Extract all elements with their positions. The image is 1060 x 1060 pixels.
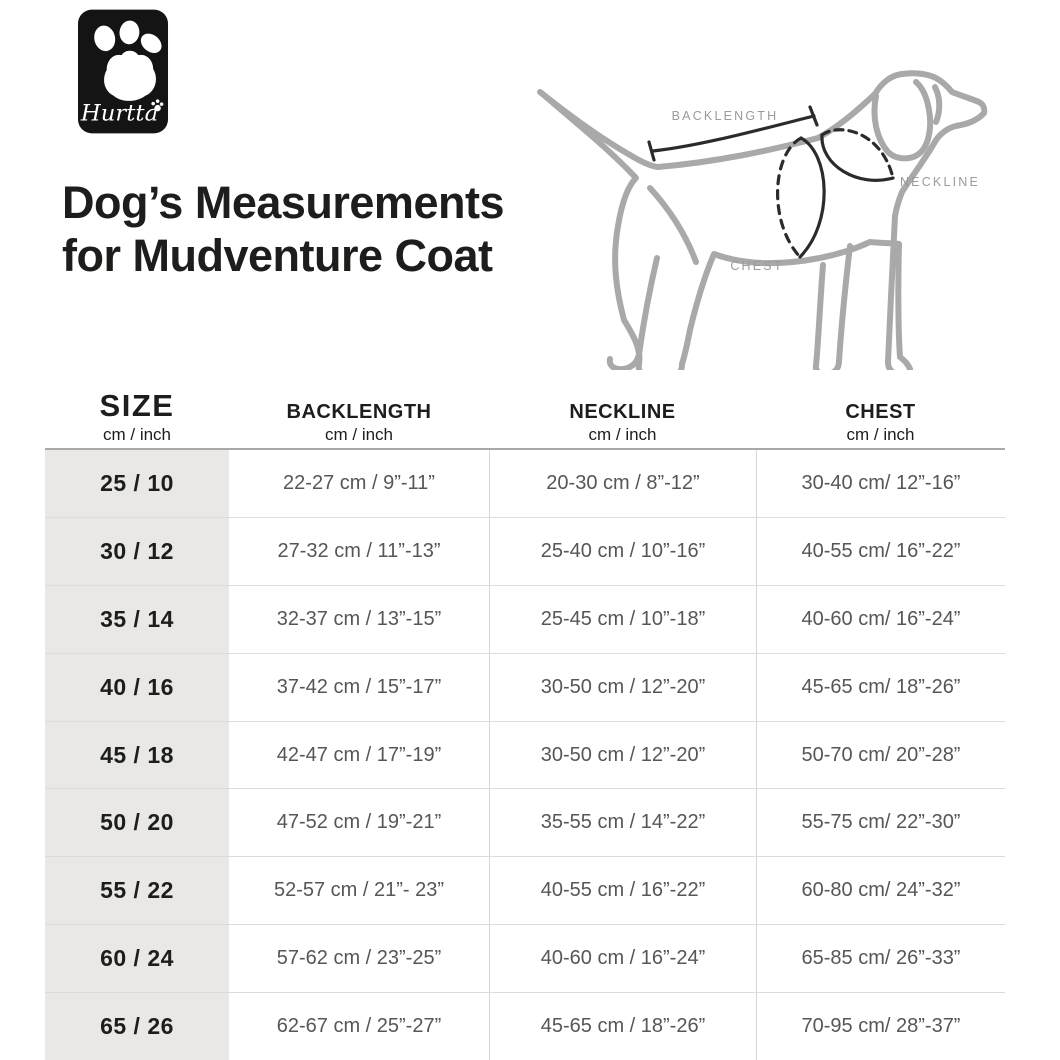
- neckline-cell: 25-45 cm / 10”-18”: [489, 585, 756, 653]
- column-header-chest: CHEST cm / inch: [756, 401, 1005, 455]
- table-row: 65 / 26 62-67 cm / 25”-27” 45-65 cm / 18”-…: [45, 992, 1005, 1060]
- backlength-cell: 27-32 cm / 11”-13”: [277, 539, 441, 562]
- brand-name: Hurtta: [80, 100, 158, 126]
- table-row: 30 / 12 27-32 cm / 11”-13” 25-40 cm / 10”-…: [45, 516, 1005, 585]
- backlength-line: [651, 114, 816, 153]
- backlength-cell: 37-42 cm / 15”-17”: [276, 675, 442, 698]
- page-title: Dog’s Measurements for Mudventure Coat: [62, 176, 504, 282]
- backlength-cell: 62-67 cm / 25”-27”: [276, 1015, 442, 1038]
- chest-line-solid: [798, 136, 826, 259]
- backlength-tick-left: [647, 140, 656, 162]
- size-cell: 40 / 16: [45, 653, 229, 721]
- size-table: SIZE cm / inch BACKLENGTH cm / inch NECK…: [45, 388, 1005, 1060]
- table-header: SIZE cm / inch BACKLENGTH cm / inch NECK…: [45, 388, 1005, 448]
- neckline-line-dashed: [820, 128, 895, 180]
- neckline-cell: 20-30 cm / 8”-12”: [489, 450, 756, 517]
- size-cell: 50 / 20: [45, 789, 229, 857]
- table-row: 45 / 18 42-47 cm / 17”-19” 30-50 cm / 12”-…: [45, 720, 1005, 789]
- backlength-cell: 57-62 cm / 23”-25”: [276, 947, 442, 970]
- page-title-line2: for Mudventure Coat: [62, 230, 493, 281]
- paw-icon: [94, 20, 162, 101]
- mini-paw-icon: [151, 99, 164, 112]
- table-body: 25 / 10 22-27 cm / 9”-11” 20-30 cm / 8”-12…: [45, 448, 1005, 1060]
- chest-line-dashed: [776, 136, 803, 259]
- chest-cell: 55-75 cm/ 22”-30”: [756, 789, 1005, 857]
- backlength-tick-right: [808, 105, 819, 127]
- neckline-line-solid: [820, 133, 895, 182]
- column-header-neckline: NECKLINE cm / inch: [489, 401, 756, 455]
- table-row: 35 / 14 32-37 cm / 13”-15” 25-45 cm / 10”-…: [45, 584, 1005, 653]
- neckline-label: NECKLINE: [900, 175, 980, 189]
- neckline-cell: 35-55 cm / 14”-22”: [489, 789, 756, 857]
- column-header-sublabel: cm / inch: [324, 425, 394, 444]
- chest-cell: 30-40 cm/ 12”-16”: [756, 450, 1005, 517]
- measurement-marks: [647, 105, 895, 259]
- neckline-cell: 40-60 cm / 16”-24”: [489, 925, 756, 993]
- table-row: 55 / 22 52-57 cm / 21”- 23” 40-55 cm / 16”…: [45, 856, 1005, 925]
- chest-cell: 40-55 cm/ 16”-22”: [756, 517, 1005, 585]
- backlength-cell: 47-52 cm / 19”-21”: [276, 811, 442, 834]
- chest-cell: 65-85 cm/ 26”-33”: [756, 925, 1005, 993]
- column-header-label: NECKLINE: [569, 401, 676, 423]
- size-cell: 60 / 24: [45, 925, 229, 993]
- table-row: 25 / 10 22-27 cm / 9”-11” 20-30 cm / 8”-12…: [45, 450, 1005, 517]
- column-header-label: SIZE: [99, 388, 175, 423]
- column-header-sublabel: cm / inch: [588, 425, 657, 444]
- chest-cell: 70-95 cm/ 28”-37”: [756, 993, 1005, 1060]
- table-row: 40 / 16 37-42 cm / 15”-17” 30-50 cm / 12”-…: [45, 652, 1005, 721]
- chest-label: CHEST: [730, 259, 783, 273]
- neckline-cell: 30-50 cm / 12”-20”: [489, 721, 756, 789]
- column-header-sublabel: cm / inch: [846, 425, 915, 444]
- neckline-cell: 40-55 cm / 16”-22”: [489, 857, 756, 925]
- page-title-line1: Dog’s Measurements: [62, 177, 504, 228]
- table-row: 60 / 24 57-62 cm / 23”-25” 40-60 cm / 16”-…: [45, 924, 1005, 993]
- column-header-label: CHEST: [845, 401, 916, 423]
- backlength-cell: 52-57 cm / 21”- 23”: [273, 879, 445, 902]
- size-cell: 25 / 10: [45, 450, 229, 517]
- column-header-label: BACKLENGTH: [286, 401, 432, 423]
- dog-outline: [537, 70, 988, 370]
- backlength-cell: 32-37 cm / 13”-15”: [276, 607, 442, 630]
- backlength-label: BACKLENGTH: [672, 109, 779, 123]
- size-cell: 45 / 18: [45, 721, 229, 789]
- backlength-cell: 42-47 cm / 17”-19”: [276, 743, 442, 766]
- size-cell: 35 / 14: [45, 585, 229, 653]
- size-cell: 55 / 22: [45, 857, 229, 925]
- neckline-cell: 45-65 cm / 18”-26”: [489, 993, 756, 1060]
- chest-cell: 60-80 cm/ 24”-32”: [756, 857, 1005, 925]
- chest-cell: 45-65 cm/ 18”-26”: [756, 653, 1005, 721]
- table-row: 50 / 20 47-52 cm / 19”-21” 35-55 cm / 14”-…: [45, 788, 1005, 857]
- size-cell: 65 / 26: [45, 993, 229, 1060]
- hurtta-logo: Hurtta: [77, 9, 169, 134]
- neckline-cell: 25-40 cm / 10”-16”: [489, 517, 756, 585]
- backlength-cell: 22-27 cm / 9”-11”: [283, 471, 435, 494]
- chest-cell: 40-60 cm/ 16”-24”: [756, 585, 1005, 653]
- column-header-sublabel: cm / inch: [102, 425, 172, 444]
- column-header-size: SIZE cm / inch: [45, 388, 229, 455]
- neckline-cell: 30-50 cm / 12”-20”: [489, 653, 756, 721]
- size-cell: 30 / 12: [45, 517, 229, 585]
- column-header-backlength: BACKLENGTH cm / inch: [229, 401, 489, 455]
- dog-measurement-diagram: BACKLENGTH NECKLINE CHEST: [537, 70, 988, 370]
- chest-cell: 50-70 cm/ 20”-28”: [756, 721, 1005, 789]
